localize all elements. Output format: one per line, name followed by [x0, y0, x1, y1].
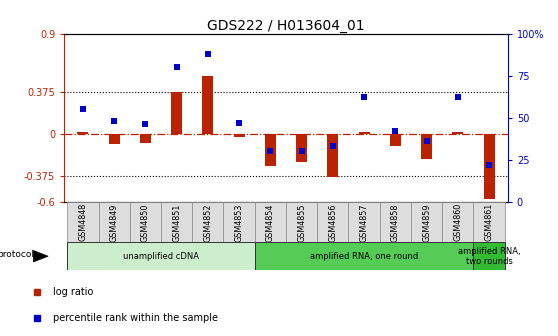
Bar [130, 202, 161, 242]
Polygon shape [33, 251, 48, 262]
Point [172, 65, 181, 70]
Point [297, 149, 306, 154]
Text: amplified RNA, one round: amplified RNA, one round [310, 252, 418, 261]
Text: percentile rank within the sample: percentile rank within the sample [53, 313, 218, 323]
Text: GSM4854: GSM4854 [266, 203, 275, 242]
Text: GSM4851: GSM4851 [172, 203, 181, 242]
Text: GSM4857: GSM4857 [359, 203, 369, 242]
Bar [421, 134, 432, 159]
Text: GSM4850: GSM4850 [141, 203, 150, 242]
Bar [203, 76, 213, 134]
Text: GSM4848: GSM4848 [79, 203, 88, 242]
Bar [161, 202, 193, 242]
Bar [317, 202, 348, 242]
Text: GSM4855: GSM4855 [297, 203, 306, 242]
Bar [255, 242, 473, 270]
Text: GSM4858: GSM4858 [391, 203, 400, 242]
Text: GSM4852: GSM4852 [203, 203, 213, 242]
Point [328, 143, 337, 149]
Point [204, 51, 213, 56]
Point [453, 95, 462, 100]
Point [235, 120, 244, 125]
Bar [224, 202, 255, 242]
Bar [234, 134, 244, 137]
Bar [359, 132, 369, 134]
Bar [296, 134, 307, 162]
Bar [473, 202, 504, 242]
Bar [193, 202, 224, 242]
Point [422, 138, 431, 144]
Bar [171, 92, 182, 134]
Text: GSM4859: GSM4859 [422, 203, 431, 242]
Bar [453, 132, 463, 134]
Bar [265, 134, 276, 166]
Text: GSM4861: GSM4861 [484, 203, 493, 242]
Title: GDS222 / H013604_01: GDS222 / H013604_01 [207, 18, 365, 33]
Text: GSM4849: GSM4849 [110, 203, 119, 242]
Bar [442, 202, 473, 242]
Text: GSM4856: GSM4856 [328, 203, 338, 242]
Text: log ratio: log ratio [53, 287, 94, 296]
Bar [411, 202, 442, 242]
Bar [140, 134, 151, 143]
Point [391, 128, 400, 134]
Bar [473, 242, 504, 270]
Point [79, 107, 88, 112]
Text: GSM4853: GSM4853 [234, 203, 244, 242]
Text: unamplified cDNA: unamplified cDNA [123, 252, 199, 261]
Point [110, 118, 119, 124]
Bar [390, 134, 401, 145]
Point [141, 122, 150, 127]
Text: protocol: protocol [0, 250, 35, 259]
Bar [328, 134, 338, 177]
Bar [68, 202, 99, 242]
Point [266, 149, 275, 154]
Point [484, 162, 493, 167]
Bar [379, 202, 411, 242]
Text: GSM4860: GSM4860 [453, 203, 462, 242]
Bar [255, 202, 286, 242]
Bar [348, 202, 379, 242]
Bar [68, 242, 255, 270]
Bar [78, 132, 88, 134]
Bar [109, 134, 119, 144]
Point [359, 95, 368, 100]
Bar [99, 202, 130, 242]
Bar [286, 202, 317, 242]
Bar [484, 134, 494, 199]
Text: amplified RNA,
two rounds: amplified RNA, two rounds [458, 247, 521, 266]
